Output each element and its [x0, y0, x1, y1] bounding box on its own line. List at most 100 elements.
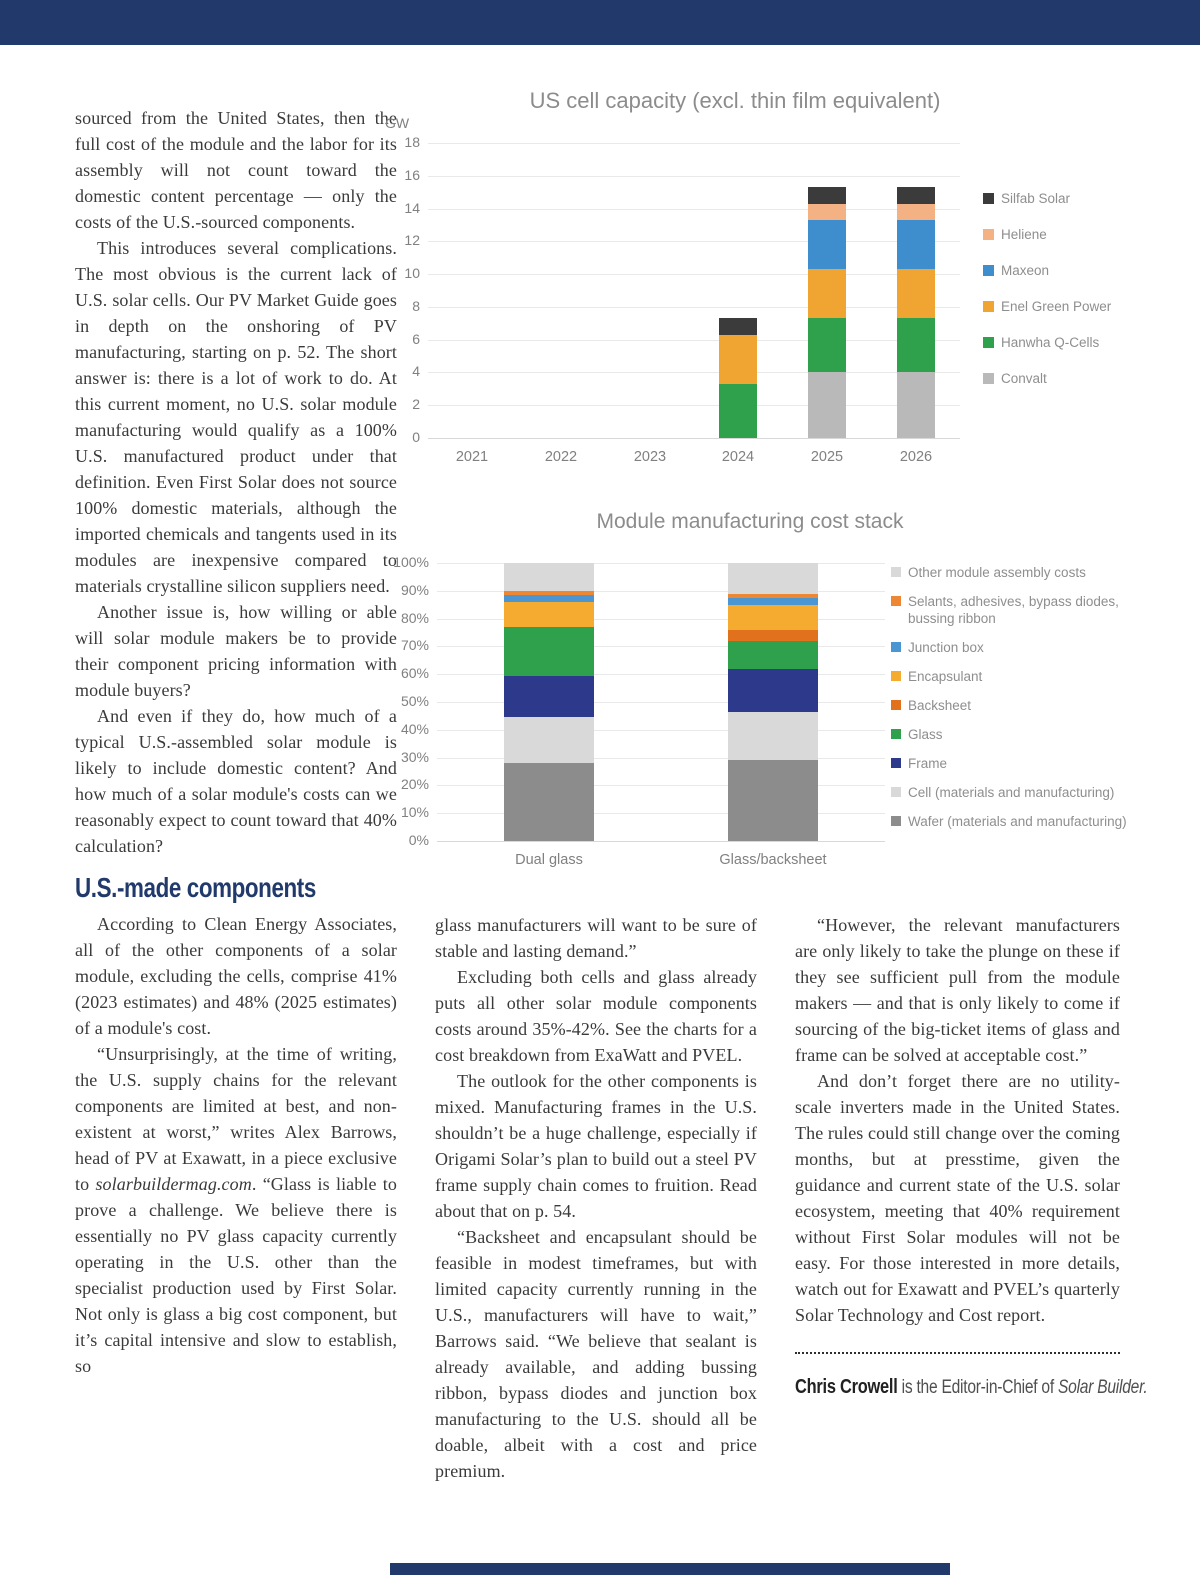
bar-segment	[504, 594, 594, 602]
y-axis-tick-label: 80%	[400, 610, 429, 626]
y-axis-tick-label: 0	[412, 429, 420, 445]
legend-item: Junction box	[891, 639, 1139, 656]
legend-item: Frame	[891, 755, 1139, 772]
legend-item: Glass	[891, 726, 1139, 743]
y-axis-tick-label: 14	[404, 200, 420, 216]
chart-plot	[437, 563, 885, 842]
paragraph: “Unsurprisingly, at the time of writing,…	[75, 1041, 397, 1379]
us-cell-capacity-chart: US cell capacity (excl. thin film equiva…	[383, 82, 1195, 492]
byline-publication: Solar Builder.	[1058, 1377, 1148, 1398]
y-axis-tick-label: 20%	[400, 776, 429, 792]
bar-segment	[728, 597, 818, 605]
x-axis-category-label: Dual glass	[515, 852, 583, 868]
gridline	[437, 730, 885, 731]
y-axis-tick-label: 40%	[400, 721, 429, 737]
legend-swatch-icon	[983, 265, 994, 276]
chart-legend: Other module assembly costs Selants, adhe…	[891, 564, 1139, 842]
paragraph: According to Clean Energy Associates, al…	[75, 914, 397, 1038]
gridline	[428, 405, 960, 406]
gridline	[428, 438, 960, 439]
bar-segment	[897, 269, 935, 319]
legend-swatch-icon	[891, 567, 901, 577]
y-axis-tick-label: 4	[412, 363, 420, 379]
bar-segment	[897, 220, 935, 270]
paragraph: “However, the relevant manufacturers are…	[795, 915, 1120, 1065]
bar-segment	[728, 760, 818, 841]
bar-segment	[728, 668, 818, 712]
bar-segment	[808, 220, 846, 270]
gridline	[437, 702, 885, 703]
legend-item: Convalt	[983, 370, 1183, 387]
legend-item: Hanwha Q-Cells	[983, 334, 1183, 351]
bar-segment	[808, 187, 846, 204]
legend-label: Backsheet	[908, 698, 972, 713]
paragraph: “Backsheet and encapsulant should be fea…	[435, 1227, 757, 1481]
gridline	[428, 372, 960, 373]
gridline	[437, 563, 885, 564]
article-right-column: “However, the relevant manufacturers are…	[795, 912, 1148, 1401]
legend-label: Other module assembly costs	[908, 565, 1086, 580]
bar-segment	[504, 563, 594, 591]
gridline	[428, 143, 960, 144]
paragraph: Excluding both cells and glass already p…	[435, 967, 757, 1065]
legend-item: Selants, adhesives, bypass diodes, bussi…	[891, 593, 1139, 627]
legend-label: Wafer (materials and manufacturing)	[908, 814, 1127, 829]
legend-item: Heliene	[983, 226, 1183, 243]
legend-swatch-icon	[983, 373, 994, 384]
y-axis-tick-label: 90%	[400, 582, 429, 598]
bar-segment	[719, 383, 757, 438]
legend-swatch-icon	[983, 301, 994, 312]
y-axis-tick-label: 8	[412, 298, 420, 314]
x-axis-category-label: Glass/backsheet	[719, 852, 827, 868]
top-bar	[0, 0, 1200, 45]
paragraph: glass manufacturers will want to be sure…	[435, 915, 757, 961]
bar-segment	[808, 203, 846, 221]
paragraph: This introduces several complications. T…	[75, 238, 397, 596]
paragraph: And even if they do, how much of a typic…	[75, 706, 397, 856]
legend-label: Silfab Solar	[1001, 191, 1071, 206]
y-axis-tick-label: 2	[412, 396, 420, 412]
gridline	[428, 274, 960, 275]
bar-segment	[728, 604, 818, 630]
gridline	[428, 340, 960, 341]
byline-author: Chris Crowell	[795, 1376, 898, 1398]
chart-plot	[428, 143, 960, 439]
y-axis-unit-label: GW	[385, 115, 410, 131]
bar-segment	[897, 372, 935, 438]
y-axis-tick-label: 100%	[393, 554, 429, 570]
legend-label: Hanwha Q-Cells	[1001, 335, 1100, 350]
legend-swatch-icon	[891, 816, 901, 826]
legend-label: Convalt	[1001, 371, 1047, 386]
legend-label: Selants, adhesives, bypass diodes, bussi…	[908, 594, 1119, 626]
legend-swatch-icon	[891, 729, 901, 739]
legend-swatch-icon	[983, 229, 994, 240]
gridline	[437, 785, 885, 786]
gridline	[428, 241, 960, 242]
x-axis-category-label: 2023	[633, 449, 667, 465]
gridline	[437, 674, 885, 675]
y-axis-tick-label: 60%	[400, 665, 429, 681]
bar-segment	[808, 372, 846, 438]
gridline	[437, 619, 885, 620]
y-axis-tick-label: 10	[404, 265, 420, 281]
bar-segment	[504, 763, 594, 841]
chart-title: Module manufacturing cost stack	[596, 510, 904, 533]
paragraph: Another issue is, how willing or able wi…	[75, 602, 397, 700]
y-axis-tick-label: 0%	[408, 832, 429, 848]
x-axis-category-label: 2024	[721, 449, 755, 465]
legend-label: Encapsulant	[908, 669, 983, 684]
gridline	[437, 813, 885, 814]
legend-item: Enel Green Power	[983, 298, 1183, 315]
bar-segment	[808, 318, 846, 373]
legend-item: Other module assembly costs	[891, 564, 1139, 581]
bar-segment	[728, 629, 818, 641]
bar-segment	[728, 563, 818, 594]
x-axis-category-label: 2022	[544, 449, 578, 465]
legend-label: Glass	[908, 727, 943, 742]
y-axis-tick-label: 12	[404, 232, 420, 248]
gridline	[437, 841, 885, 842]
legend-item: Backsheet	[891, 697, 1139, 714]
bar-segment	[504, 675, 594, 718]
legend-swatch-icon	[891, 758, 901, 768]
gridline	[428, 209, 960, 210]
